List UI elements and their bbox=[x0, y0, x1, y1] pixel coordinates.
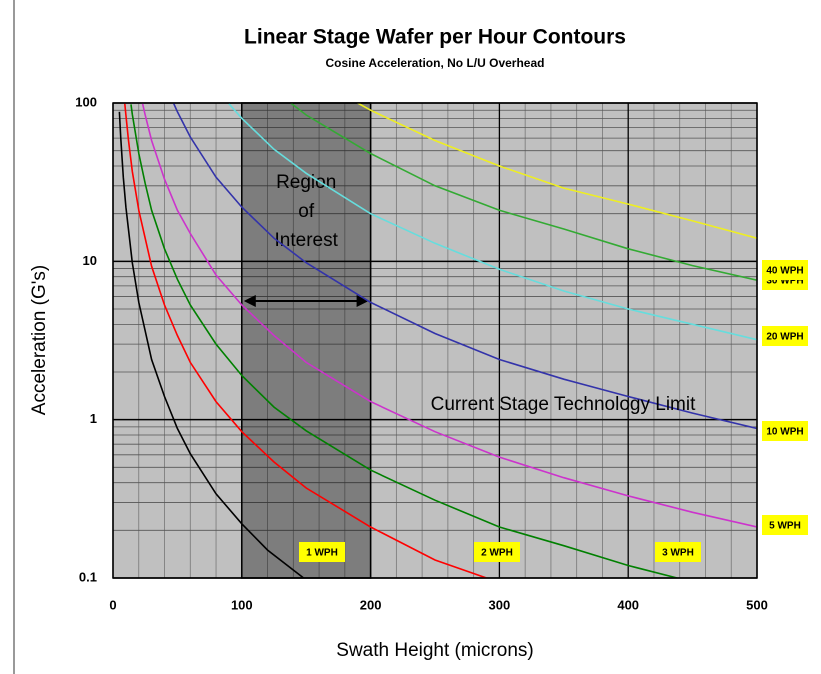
series-label: 10 WPH bbox=[766, 427, 803, 438]
curve bbox=[172, 103, 757, 430]
curve bbox=[290, 103, 757, 281]
region-label: Interest bbox=[275, 230, 339, 251]
series-label: 5 WPH bbox=[769, 521, 801, 532]
region-label: of bbox=[298, 201, 315, 222]
x-tick-label: 0 bbox=[109, 597, 116, 612]
chart-title: Linear Stage Wafer per Hour Contours bbox=[244, 26, 626, 49]
curve bbox=[124, 103, 487, 578]
curve bbox=[118, 111, 305, 578]
y-axis-label: Acceleration (G's) bbox=[29, 265, 50, 415]
series-label-box bbox=[762, 326, 808, 346]
x-tick-label: 100 bbox=[231, 597, 253, 612]
x-tick-label: 500 bbox=[746, 597, 768, 612]
curves bbox=[118, 103, 757, 578]
curve bbox=[228, 103, 757, 341]
series-label-box bbox=[762, 260, 808, 280]
series-label: 20 WPH bbox=[766, 332, 803, 343]
series-label: 2 WPH bbox=[481, 548, 513, 559]
annotation: Current Stage Technology Limit bbox=[431, 394, 696, 415]
x-tick-label: 200 bbox=[360, 597, 382, 612]
y-tick-label: 0.1 bbox=[79, 569, 97, 584]
x-axis-label: Swath Height (microns) bbox=[336, 640, 533, 661]
curve bbox=[141, 103, 757, 528]
plot-background bbox=[113, 103, 757, 578]
region-label: Region bbox=[276, 172, 336, 193]
series-label-box bbox=[474, 542, 520, 562]
region-of-interest bbox=[241, 102, 372, 579]
curve bbox=[357, 103, 757, 239]
y-tick-label: 10 bbox=[83, 253, 97, 268]
y-tick-label: 1 bbox=[90, 411, 97, 426]
x-tick-label: 400 bbox=[617, 597, 639, 612]
series-label-box bbox=[299, 542, 345, 562]
series-label: 1 WPH bbox=[306, 548, 338, 559]
x-tick-label: 300 bbox=[489, 597, 511, 612]
curve bbox=[130, 104, 678, 578]
y-tick-label: 100 bbox=[75, 94, 97, 109]
series-label: 3 WPH bbox=[662, 548, 694, 559]
plot-border bbox=[112, 102, 758, 579]
series-label-box bbox=[655, 542, 701, 562]
series-label-box bbox=[762, 515, 808, 535]
series-label: 40 WPH bbox=[766, 266, 803, 277]
series-label: 30 WPH bbox=[766, 276, 803, 287]
series-label-box bbox=[762, 421, 808, 441]
chart-subtitle: Cosine Acceleration, No L/U Overhead bbox=[326, 56, 545, 70]
